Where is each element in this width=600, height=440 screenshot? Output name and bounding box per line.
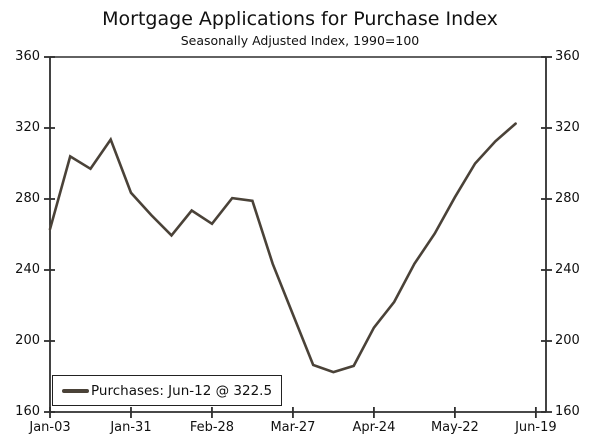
chart-title: Mortgage Applications for Purchase Index <box>102 8 498 30</box>
y-tick-label-right: 280 <box>555 191 580 206</box>
y-tick-label-right: 200 <box>555 333 580 348</box>
legend: Purchases: Jun-12 @ 322.5 <box>52 375 282 406</box>
x-tick-label: Jan-31 <box>110 420 152 435</box>
y-tick-label-left: 280 <box>15 191 40 206</box>
purchases-data-line <box>48 122 517 374</box>
y-tick-label-left: 160 <box>15 404 40 419</box>
x-tick-label: Mar-27 <box>270 420 316 435</box>
x-tick-label: Apr-24 <box>352 420 396 435</box>
chart-subtitle: Seasonally Adjusted Index, 1990=100 <box>180 33 420 48</box>
legend-label: Purchases: Jun-12 @ 322.5 <box>91 382 273 399</box>
y-tick-label-right: 320 <box>555 120 580 135</box>
y-tick-label-left: 320 <box>15 120 40 135</box>
x-tick-label: Jan-03 <box>29 420 71 435</box>
y-tick-label-right: 160 <box>555 404 580 419</box>
y-tick-label-right: 360 <box>555 49 580 64</box>
x-tick-label: Feb-28 <box>189 420 235 435</box>
y-tick-label-left: 360 <box>15 49 40 64</box>
legend-line-swatch <box>62 388 89 393</box>
x-tick-label: May-22 <box>430 420 479 435</box>
y-tick-label-right: 240 <box>555 262 580 277</box>
y-tick-label-left: 200 <box>15 333 40 348</box>
x-tick-label: Jun-19 <box>515 420 557 435</box>
y-tick-label-left: 240 <box>15 262 40 277</box>
